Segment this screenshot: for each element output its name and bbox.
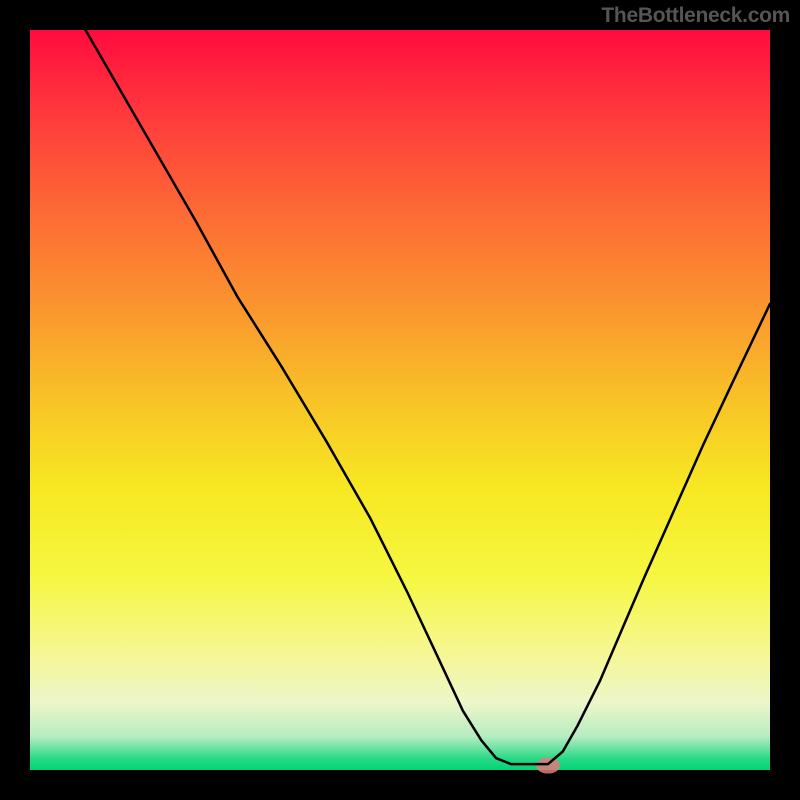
minimum-marker	[536, 758, 560, 774]
plot-background	[30, 30, 770, 770]
watermark-text: TheBottleneck.com	[601, 4, 790, 28]
chart-svg	[0, 0, 800, 800]
chart-container: TheBottleneck.com	[0, 0, 800, 800]
